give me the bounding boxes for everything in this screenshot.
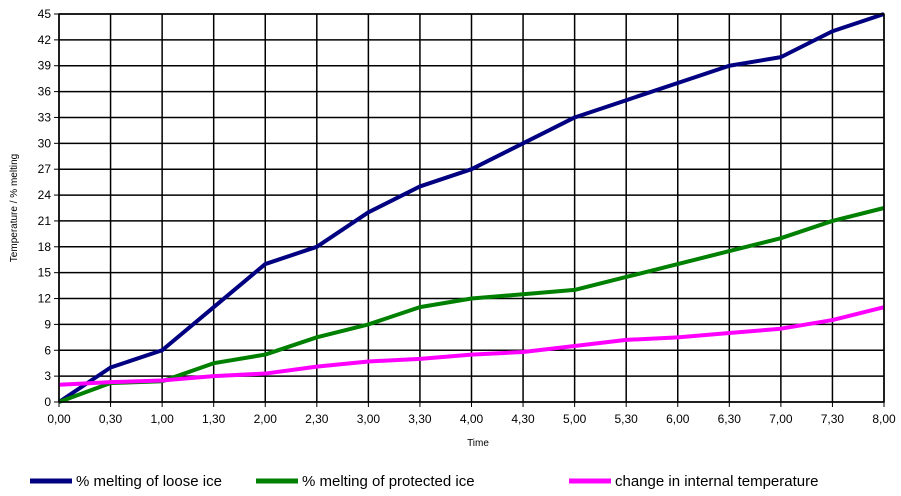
x-tick-label: 2,30 (305, 412, 329, 426)
y-tick-label: 39 (38, 59, 52, 73)
x-tick-label: 8,00 (872, 412, 896, 426)
x-tick-label: 3,00 (357, 412, 381, 426)
x-tick-label: 4,30 (511, 412, 535, 426)
series-line-3 (58, 305, 885, 387)
series-line-2 (58, 206, 885, 404)
y-axis-title: Temperature / % melting (9, 154, 20, 262)
y-tick-label: 0 (44, 395, 51, 409)
x-axis-ticks: 0,00 0,30 1,00 1,30 2,00 2,30 3,00 3,30 4,00 4,30… (47, 402, 896, 426)
x-tick-label: 5,00 (563, 412, 587, 426)
x-tick-label: 7,30 (821, 412, 845, 426)
y-tick-label: 36 (38, 85, 52, 99)
legend-label-1: % melting of loose ice (76, 473, 222, 490)
plot-border (58, 13, 885, 403)
x-tick-label: 6,00 (666, 412, 690, 426)
grid-lines (58, 13, 885, 403)
x-tick-label: 1,00 (150, 412, 174, 426)
x-tick-label: 0,30 (99, 412, 123, 426)
y-tick-label: 30 (38, 136, 52, 150)
x-tick-label: 6,30 (718, 412, 742, 426)
x-tick-label: 5,30 (615, 412, 639, 426)
x-tick-label: 0,00 (47, 412, 71, 426)
x-tick-label: 1,30 (202, 412, 226, 426)
y-tick-label: 21 (38, 214, 52, 228)
x-axis-title: Time (467, 438, 489, 449)
y-tick-label: 27 (38, 162, 52, 176)
y-tick-label: 18 (38, 240, 52, 254)
x-tick-label: 7,00 (769, 412, 793, 426)
series-lines (57, 12, 885, 404)
x-tick-label: 4,00 (460, 412, 484, 426)
legend-label-2: % melting of protected ice (302, 473, 475, 490)
series-line-1 (57, 12, 885, 404)
legend: % melting of loose ice % melting of prote… (30, 473, 818, 490)
y-tick-label: 6 (44, 343, 51, 357)
y-tick-label: 42 (38, 33, 52, 47)
x-tick-label: 3,30 (408, 412, 432, 426)
x-tick-label: 2,00 (254, 412, 278, 426)
y-tick-label: 3 (44, 369, 51, 383)
y-tick-label: 33 (38, 110, 52, 124)
y-tick-label: 24 (38, 188, 52, 202)
y-tick-label: 9 (44, 317, 51, 331)
y-tick-label: 15 (38, 266, 52, 280)
y-tick-label: 45 (38, 7, 52, 21)
y-tick-label: 12 (38, 292, 52, 306)
legend-label-3: change in internal temperature (615, 473, 818, 490)
